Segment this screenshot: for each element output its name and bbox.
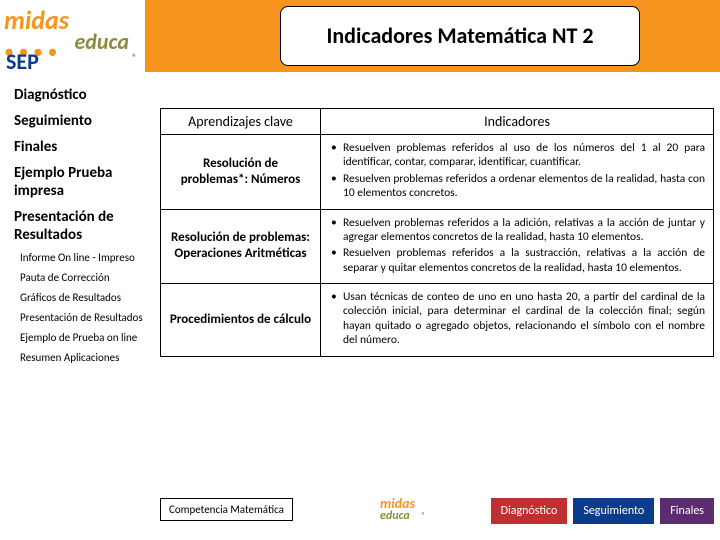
col-header-2: Indicadores xyxy=(321,109,714,135)
page-title: Indicadores Matemática NT 2 xyxy=(280,6,640,66)
indicator-bullet: Resuelven problemas referidos a ordenar … xyxy=(329,172,705,201)
indicator-cell: Resuelven problemas referidos a la adici… xyxy=(321,209,714,284)
indicator-bullet: Resuelven problemas referidos a la adici… xyxy=(329,216,705,245)
header: midas educa • • • • ® Indicadores Matemá… xyxy=(0,0,720,72)
sidebar-item[interactable]: Presentación de Resultados xyxy=(20,312,158,324)
key-cell: Resolución de problemas*: Números xyxy=(161,135,321,210)
col-header-1: Aprendizajes clave xyxy=(161,109,321,135)
footer-logo: midas educa ® xyxy=(380,494,415,523)
key-cell: Procedimientos de cálculo xyxy=(161,284,321,357)
sidebar-item[interactable]: Pauta de Corrección xyxy=(20,272,158,284)
content-table: Aprendizajes clave Indicadores Resolució… xyxy=(160,108,714,357)
sidebar-item[interactable]: Resumen Aplicaciones xyxy=(20,352,158,364)
indicator-bullet: Resuelven problemas referidos al uso de … xyxy=(329,141,705,170)
footer-box: Competencia Matemática xyxy=(160,498,293,521)
indicator-cell: Resuelven problemas referidos al uso de … xyxy=(321,135,714,210)
indicator-cell: Usan técnicas de conteo de uno en uno ha… xyxy=(321,284,714,357)
sidebar-item[interactable]: Presentación de Resultados xyxy=(14,208,158,244)
btn-seguimiento[interactable]: Seguimiento xyxy=(573,498,654,524)
sidebar-item[interactable]: Informe On line - Impreso xyxy=(20,252,158,264)
btn-diagnostico[interactable]: Diagnóstico xyxy=(491,498,568,524)
indicator-bullet: Usan técnicas de conteo de uno en uno ha… xyxy=(329,290,705,348)
logo-top: midas xyxy=(4,4,69,36)
registered-mark: ® xyxy=(132,51,137,64)
sidebar-item[interactable]: Diagnóstico xyxy=(14,86,158,104)
sidebar-item[interactable]: Gráficos de Resultados xyxy=(20,292,158,304)
sidebar-item[interactable]: Ejemplo de Prueba on line xyxy=(20,332,158,344)
sidebar: Diagnóstico Seguimiento Finales Ejemplo Pru… xyxy=(6,82,158,373)
btn-finales[interactable]: Finales xyxy=(660,498,714,524)
key-cell: Resolución de problemas: Operaciones Ari… xyxy=(161,209,321,284)
sidebar-item[interactable]: Ejemplo Prueba impresa xyxy=(14,164,158,200)
footer: Competencia Matemática midas educa ® Dia… xyxy=(160,498,714,526)
sidebar-item[interactable]: Finales xyxy=(14,138,158,156)
sidebar-item[interactable]: Seguimiento xyxy=(14,112,158,130)
sep-label: SEP xyxy=(6,48,39,75)
indicator-bullet: Resuelven problemas referidos a la sustr… xyxy=(329,246,705,275)
